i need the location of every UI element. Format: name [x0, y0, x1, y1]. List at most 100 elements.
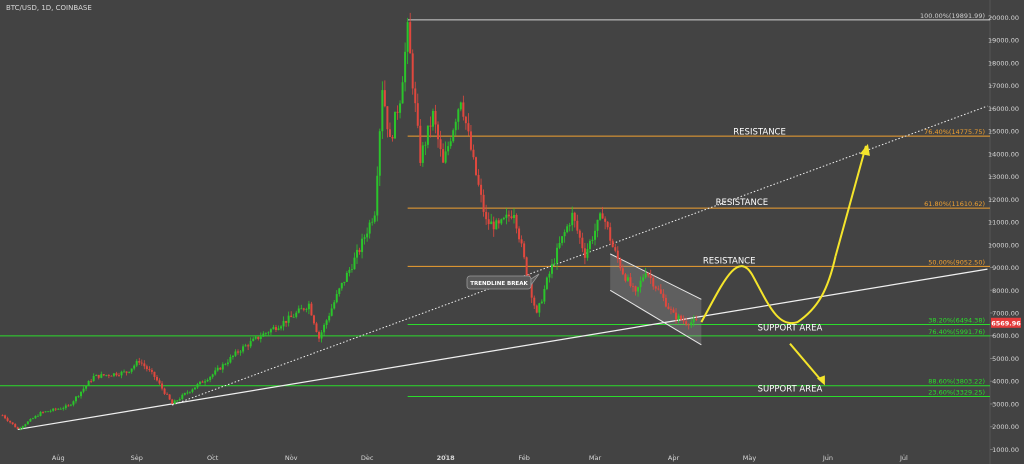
candle-body: [393, 111, 396, 139]
candle-body: [295, 312, 298, 317]
y-tick-label: 16000.00: [988, 105, 1019, 113]
candle-body: [353, 257, 356, 270]
candle-body: [64, 405, 67, 409]
candle-body: [290, 315, 293, 318]
y-tick-label: 11000.00: [988, 219, 1019, 227]
candle-body: [171, 399, 174, 404]
candle-body: [176, 400, 179, 402]
candle-body: [545, 277, 548, 290]
candle-body: [229, 357, 232, 363]
candle-body: [675, 312, 678, 320]
candle-body: [533, 297, 536, 306]
candle-body: [163, 388, 166, 394]
candle-body: [475, 157, 478, 175]
x-tick-label: Feb: [518, 454, 530, 462]
candle-body: [161, 383, 164, 389]
candle-body: [330, 308, 333, 316]
candle-body: [249, 341, 252, 347]
trendline-break-label: TRENDLINE BREAK: [470, 281, 528, 287]
candle-body: [150, 370, 153, 372]
candle-body: [680, 315, 683, 320]
y-tick-label: 6000.00: [992, 332, 1019, 340]
candle-body: [107, 374, 110, 376]
candle-body: [492, 221, 495, 230]
candle-body: [563, 232, 566, 237]
candle-body: [130, 368, 133, 372]
candle-body: [424, 144, 427, 146]
candle-body: [556, 247, 559, 264]
y-tick-label: 3000.00: [992, 400, 1019, 408]
candle-body: [297, 308, 300, 313]
candle-body: [421, 145, 424, 163]
candle-body: [512, 214, 515, 219]
candle-body: [42, 412, 45, 413]
candle-body: [24, 424, 27, 427]
candle-body: [652, 278, 655, 287]
candle-body: [47, 411, 50, 413]
candle-body: [538, 303, 541, 313]
candle-body: [274, 327, 277, 330]
candle-body: [426, 125, 429, 145]
candle-body: [97, 374, 100, 378]
candle-body: [540, 301, 543, 304]
y-tick-label: 4000.00: [992, 378, 1019, 386]
candle-body: [480, 184, 483, 195]
candle-body: [242, 346, 245, 352]
candle-body: [166, 393, 169, 395]
candle-body: [29, 419, 32, 422]
candle-body: [340, 282, 343, 289]
candle-body: [639, 280, 642, 288]
y-tick-label: 5000.00: [992, 355, 1019, 363]
candle-body: [4, 415, 7, 419]
candle-body: [599, 213, 602, 220]
candle-body: [685, 321, 688, 325]
projection-up-arrow: [834, 145, 867, 257]
candle-body: [606, 221, 609, 228]
candle-body: [452, 130, 455, 142]
candle-body: [67, 405, 70, 407]
candle-body: [323, 324, 326, 333]
candle-body: [647, 273, 650, 276]
channel-lower-line: [609, 289, 702, 346]
candle-body: [102, 374, 105, 376]
candle-body: [348, 269, 351, 273]
support-trendline: [17, 268, 988, 431]
x-tick-label: Jul: [899, 454, 908, 462]
candle-body: [135, 361, 138, 366]
candle-body: [224, 364, 227, 365]
candle-body: [282, 320, 285, 327]
candle-body: [239, 351, 242, 353]
y-tick-label: 13000.00: [988, 173, 1019, 181]
candle-body: [138, 361, 141, 363]
fib-level-label: 23.60%(3329.25): [928, 388, 985, 396]
fib-level-label: 76.40%(14775.75): [924, 128, 985, 136]
candle-body: [472, 149, 475, 158]
candle-body: [277, 328, 280, 330]
candle-body: [419, 125, 422, 163]
y-tick-label: 19000.00: [988, 37, 1019, 45]
candle-body: [57, 408, 60, 410]
candle-body: [252, 338, 255, 342]
candle-body: [54, 408, 57, 410]
candle-body: [315, 323, 318, 332]
fib-level-label: 38.20%(6494.38): [928, 317, 985, 325]
candle-body: [39, 412, 42, 416]
candle-body: [36, 415, 39, 417]
candle-body: [378, 131, 381, 176]
candle-body: [140, 362, 143, 364]
candle-body: [292, 316, 295, 318]
candle-body: [576, 220, 579, 231]
projection-down-arrowhead: [816, 375, 825, 386]
candle-body: [626, 277, 629, 281]
candle-body: [583, 248, 586, 258]
candle-body: [11, 422, 14, 425]
candle-body: [118, 375, 121, 377]
candle-body: [695, 319, 698, 321]
candle-body: [449, 141, 452, 147]
x-tick-label: Aug: [52, 454, 65, 462]
candle-body: [363, 237, 366, 239]
candle-body: [381, 90, 384, 132]
current-price-label: 6569.96: [991, 319, 1021, 327]
x-tick-label: Sep: [131, 454, 143, 462]
